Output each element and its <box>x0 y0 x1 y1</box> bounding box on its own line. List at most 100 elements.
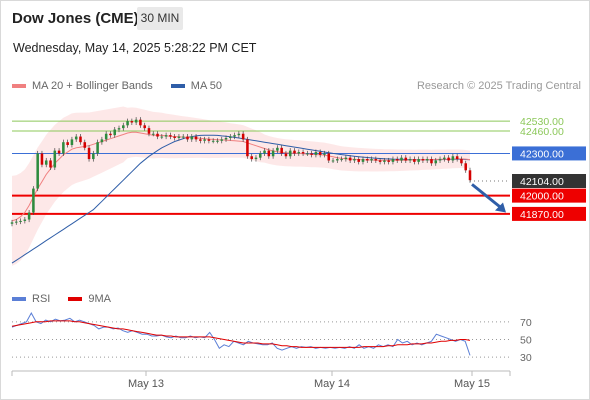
candle <box>74 134 78 142</box>
candle <box>194 134 198 142</box>
candle-body <box>417 159 420 162</box>
candle-body <box>19 220 22 222</box>
candle <box>216 138 219 144</box>
candle <box>451 153 455 163</box>
legend-ma20-label: MA 20 + Bollinger Bands <box>32 80 153 92</box>
candle <box>357 156 360 165</box>
candle <box>434 157 438 166</box>
candle <box>258 150 262 161</box>
rsi-tick-70: 70 <box>520 317 532 329</box>
candle <box>430 156 433 166</box>
candle <box>314 149 318 158</box>
candle-body <box>288 150 292 157</box>
rsi-tick-30: 30 <box>520 352 532 364</box>
candle-body <box>49 160 52 168</box>
candle <box>374 156 378 163</box>
candle-body <box>70 139 74 145</box>
candle-body <box>297 152 301 154</box>
candle <box>173 134 176 141</box>
chart-header: Dow Jones (CME) 30 MIN <box>0 0 590 36</box>
candle <box>421 156 425 163</box>
candle <box>109 131 112 138</box>
candle-body <box>241 133 245 140</box>
candle-body <box>451 156 455 161</box>
candle <box>79 134 82 145</box>
candle <box>143 122 146 131</box>
candle <box>207 136 211 144</box>
legend-item-ma20: MA 20 + Bollinger Bands <box>12 80 153 92</box>
candle <box>443 155 446 162</box>
timeframe-button[interactable]: 30 MIN <box>137 7 183 30</box>
candle <box>425 156 429 163</box>
candle-body <box>15 221 18 223</box>
candle <box>293 148 296 156</box>
candle-body <box>186 136 189 140</box>
candle-body <box>96 142 99 154</box>
x-tick-label-1: May 14 <box>314 378 350 390</box>
candle-body <box>276 147 279 151</box>
candle <box>83 139 87 151</box>
candle <box>246 136 249 159</box>
candle-body <box>327 153 331 161</box>
legend-item-rsi: RSI <box>12 293 50 305</box>
candle-body <box>267 150 271 157</box>
candle-body <box>250 156 253 160</box>
candle-body <box>430 159 433 164</box>
candle-body <box>220 139 224 141</box>
candle-body <box>92 153 95 160</box>
candle-body <box>190 136 194 140</box>
candle <box>395 156 399 163</box>
ma20-swatch <box>12 84 26 88</box>
candle <box>348 155 352 163</box>
candle-body <box>224 137 228 140</box>
candle <box>53 148 57 171</box>
candle-body <box>246 139 249 157</box>
candle <box>160 134 164 140</box>
candle-body <box>395 159 399 161</box>
rsi-tick-50: 50 <box>520 335 532 347</box>
level-label-42104.00: 42104.00 <box>520 176 564 188</box>
price-legend: MA 20 + Bollinger Bands MA 50 <box>12 80 240 92</box>
candle-body <box>443 157 446 160</box>
level-label-41870.00: 41870.00 <box>520 209 564 221</box>
candle <box>10 219 14 227</box>
candle <box>254 155 258 162</box>
candle <box>361 156 365 165</box>
candle <box>331 157 335 163</box>
candle-body <box>301 152 305 154</box>
candle-body <box>348 157 352 161</box>
candle-body <box>318 152 322 155</box>
candle-body <box>284 153 288 157</box>
candle <box>438 156 442 163</box>
candle <box>336 156 339 163</box>
candle-body <box>361 159 365 162</box>
candle <box>186 134 189 142</box>
candle-body <box>263 150 266 154</box>
candle-body <box>365 159 369 161</box>
candle-body <box>53 150 57 168</box>
candle <box>122 122 125 131</box>
candle-body <box>408 159 412 161</box>
candle <box>117 125 121 133</box>
candle <box>301 149 305 156</box>
level-label-42530.00: 42530.00 <box>520 116 564 128</box>
candle-body <box>100 139 104 143</box>
candle <box>378 157 382 165</box>
candle <box>306 150 309 156</box>
candle <box>156 131 159 140</box>
candle-body <box>160 136 164 138</box>
level-label-bg <box>512 206 586 221</box>
candle <box>383 157 386 165</box>
candle <box>327 150 331 163</box>
candle <box>344 155 348 162</box>
candle-body <box>280 147 283 154</box>
candle-body <box>374 159 378 161</box>
candle-body <box>23 219 27 221</box>
candle-body <box>216 140 219 142</box>
candle <box>267 148 271 159</box>
candle <box>455 153 459 162</box>
candle-body <box>27 212 31 220</box>
candle <box>169 132 172 140</box>
legend-item-ma50: MA 50 <box>170 80 222 92</box>
candle-body <box>104 133 108 140</box>
